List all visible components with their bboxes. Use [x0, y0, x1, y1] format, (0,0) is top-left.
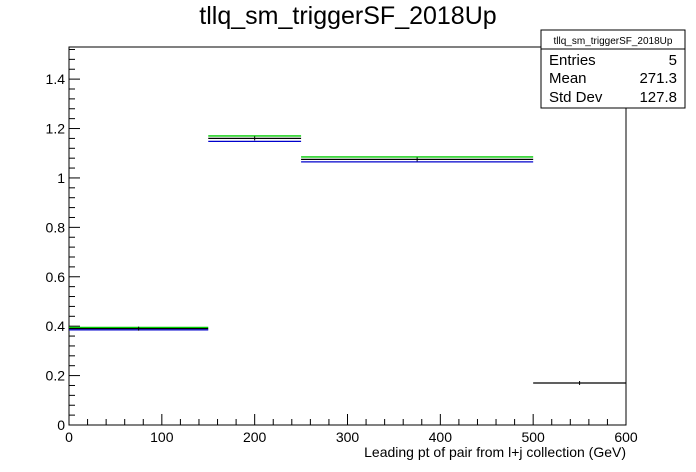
- y-tick-label: 1.4: [46, 71, 66, 87]
- stats-box-name: tllq_sm_triggerSF_2018Up: [554, 36, 673, 47]
- stats-mean-label: Mean: [549, 70, 587, 87]
- histogram-series: [69, 47, 627, 385]
- stats-entries-value: 5: [669, 52, 677, 69]
- x-tick-label: 600: [614, 429, 638, 445]
- y-tick-label: 0: [57, 417, 65, 433]
- stats-mean-value: 271.3: [639, 70, 677, 87]
- x-tick-label: 400: [429, 429, 453, 445]
- stats-box-frame: [540, 29, 686, 109]
- stats-box: tllq_sm_triggerSF_2018Up Entries 5 Mean …: [540, 29, 686, 109]
- y-tick-label: 1.2: [46, 121, 66, 137]
- y-tick-label: 0.2: [46, 368, 66, 384]
- stats-stddev-value: 127.8: [639, 89, 677, 106]
- x-tick-label: 300: [336, 429, 360, 445]
- x-axis-label: Leading pt of pair from l+j collection (…: [364, 444, 626, 460]
- y-tick-label: 0.6: [46, 269, 66, 285]
- stats-entries-label: Entries: [549, 52, 596, 69]
- x-tick-label: 200: [243, 429, 267, 445]
- y-tick-label: 1: [57, 170, 65, 186]
- chart-title: tllq_sm_triggerSF_2018Up: [199, 2, 496, 30]
- x-tick-label: 100: [150, 429, 174, 445]
- x-tick-label: 500: [521, 429, 545, 445]
- x-axis: 0 100 200 300 400 500 600: [65, 414, 638, 445]
- y-tick-label: 0.4: [46, 318, 66, 334]
- y-axis: 0 0.2 0.4 0.6 0.8 1 1.2 1.4: [46, 48, 80, 433]
- y-tick-label: 0.8: [46, 219, 66, 235]
- stats-stddev-label: Std Dev: [549, 89, 603, 106]
- x-tick-label: 0: [65, 429, 73, 445]
